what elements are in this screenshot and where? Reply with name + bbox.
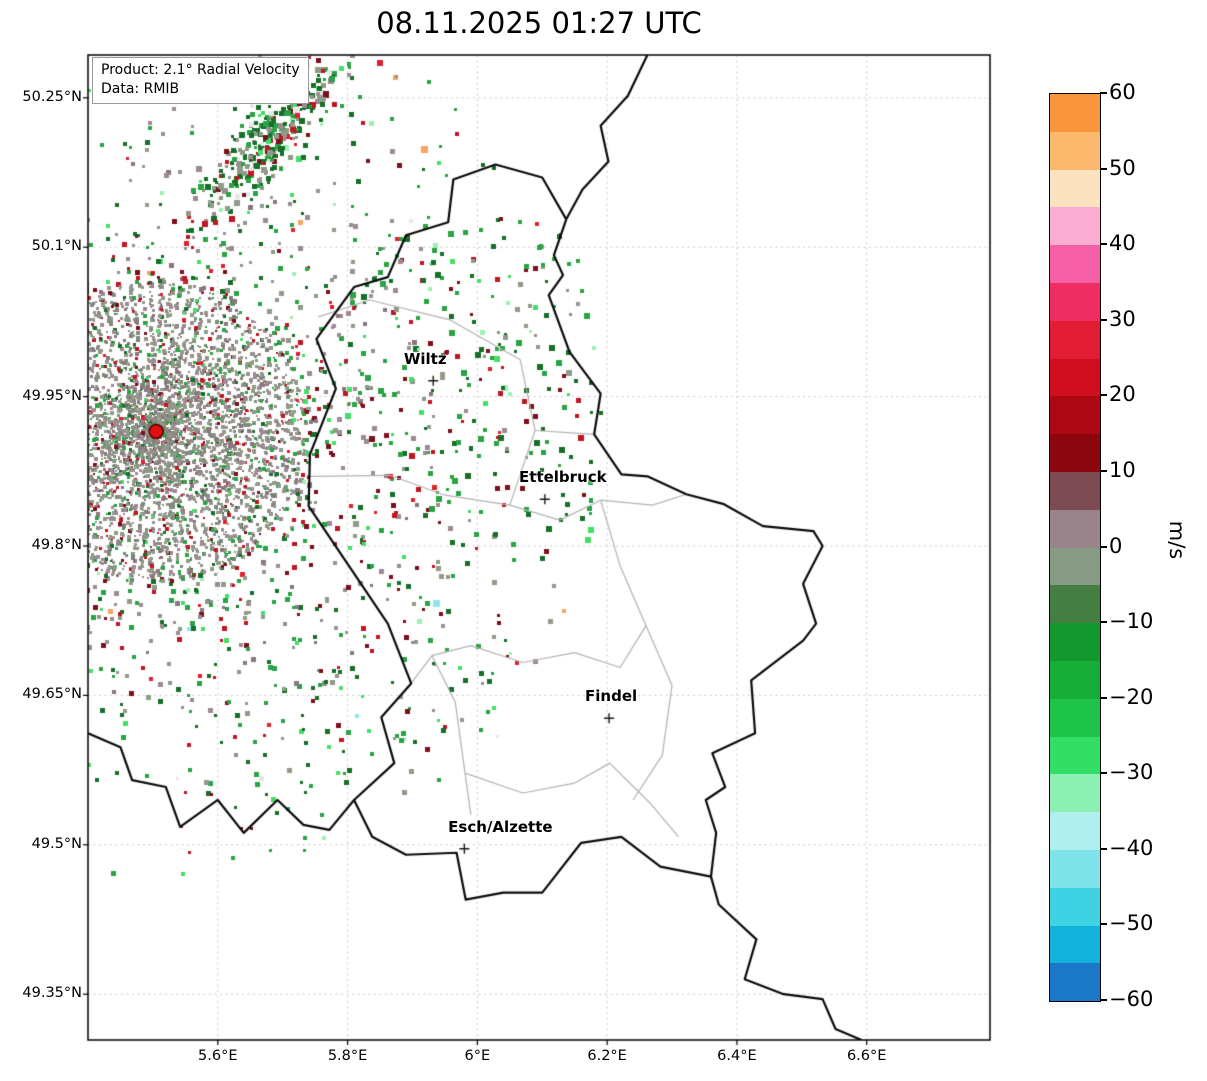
x-tick-label: 6.2°E <box>587 1048 627 1064</box>
product-annotation-line: Product: 2.1° Radial Velocity <box>101 62 300 78</box>
colorbar-segment <box>1050 887 1100 926</box>
colorbar-segment <box>1050 509 1100 548</box>
x-tick-label: 5.6°E <box>198 1048 238 1064</box>
y-tick-label: 49.65°N <box>22 686 82 703</box>
colorbar-tick-mark <box>1100 621 1107 624</box>
colorbar-tick-label: 50 <box>1109 155 1136 180</box>
colorbar-tick-label: −60 <box>1109 987 1154 1011</box>
x-tick-label: 6.6°E <box>846 1048 887 1064</box>
y-tick-label: 50.1°N <box>31 238 82 255</box>
colorbar-segment <box>1050 736 1100 775</box>
colorbar-segment <box>1050 358 1100 397</box>
colorbar-tick-label: −10 <box>1109 609 1154 634</box>
colorbar-tick-mark <box>1100 318 1107 321</box>
city-label: Findel <box>585 687 638 706</box>
figure-title: 08.11.2025 01:27 UTC <box>376 6 702 40</box>
colorbar-segment <box>1050 169 1100 208</box>
colorbar-segment <box>1050 396 1100 435</box>
colorbar-segment <box>1050 434 1100 472</box>
colorbar-tick-mark <box>1100 847 1107 850</box>
colorbar-segment <box>1050 698 1100 737</box>
y-tick-label: 49.35°N <box>22 985 82 1002</box>
colorbar-segment <box>1050 320 1100 359</box>
colorbar-segment <box>1050 774 1100 813</box>
product-annotation-box: Product: 2.1° Radial Velocity Data: RMIB <box>92 57 309 104</box>
colorbar <box>1049 93 1101 1002</box>
colorbar-tick-mark <box>1100 545 1107 548</box>
colorbar-segment <box>1050 471 1100 510</box>
y-tick-label: 49.5°N <box>31 835 82 852</box>
colorbar-tick-mark <box>1100 999 1107 1001</box>
colorbar-unit-label: m/s <box>1165 520 1190 560</box>
colorbar-tick-mark <box>1100 469 1107 472</box>
colorbar-segment <box>1050 282 1100 321</box>
colorbar-tick-label: 30 <box>1109 306 1136 331</box>
colorbar-tick-label: −30 <box>1109 760 1154 785</box>
colorbar-tick-mark <box>1100 167 1107 170</box>
x-tick-label: 5.8°E <box>327 1048 368 1064</box>
colorbar-segment <box>1050 547 1100 586</box>
x-tick-label: 6.4°E <box>717 1048 757 1064</box>
colorbar-tick-mark <box>1100 92 1107 94</box>
colorbar-segment <box>1050 207 1100 246</box>
colorbar-segment <box>1050 94 1100 132</box>
colorbar-segment <box>1050 585 1100 624</box>
x-tick-label: 6°E <box>464 1048 491 1064</box>
city-label: Wiltz <box>403 349 447 368</box>
colorbar-segment <box>1050 849 1100 888</box>
colorbar-tick-label: 60 <box>1109 80 1136 104</box>
y-tick-label: 49.95°N <box>22 387 82 404</box>
colorbar-segment <box>1050 963 1100 1002</box>
colorbar-tick-mark <box>1100 394 1107 397</box>
colorbar-tick-mark <box>1100 772 1107 775</box>
colorbar-tick-label: 40 <box>1109 231 1136 256</box>
colorbar-segment <box>1050 660 1100 699</box>
colorbar-segment <box>1050 245 1100 283</box>
y-tick-label: 49.8°N <box>31 537 82 553</box>
colorbar-segment <box>1050 131 1100 170</box>
colorbar-tick-label: −40 <box>1109 835 1154 860</box>
colorbar-tick-label: −50 <box>1109 911 1154 936</box>
colorbar-tick-mark <box>1100 696 1107 699</box>
colorbar-segment <box>1050 925 1100 964</box>
city-label: Ettelbruck <box>519 468 607 487</box>
city-label: Esch/Alzette <box>448 817 553 836</box>
colorbar-segment <box>1050 623 1100 661</box>
colorbar-tick-label: 0 <box>1109 533 1123 558</box>
data-source-annotation-line: Data: RMIB <box>101 80 180 97</box>
colorbar-tick-label: 10 <box>1109 457 1136 482</box>
colorbar-tick-label: −20 <box>1109 684 1154 709</box>
colorbar-tick-mark <box>1100 923 1107 926</box>
colorbar-segment <box>1050 812 1100 850</box>
colorbar-tick-label: 20 <box>1109 382 1136 407</box>
y-tick-label: 50.25°N <box>22 88 82 105</box>
colorbar-tick-mark <box>1100 243 1107 246</box>
